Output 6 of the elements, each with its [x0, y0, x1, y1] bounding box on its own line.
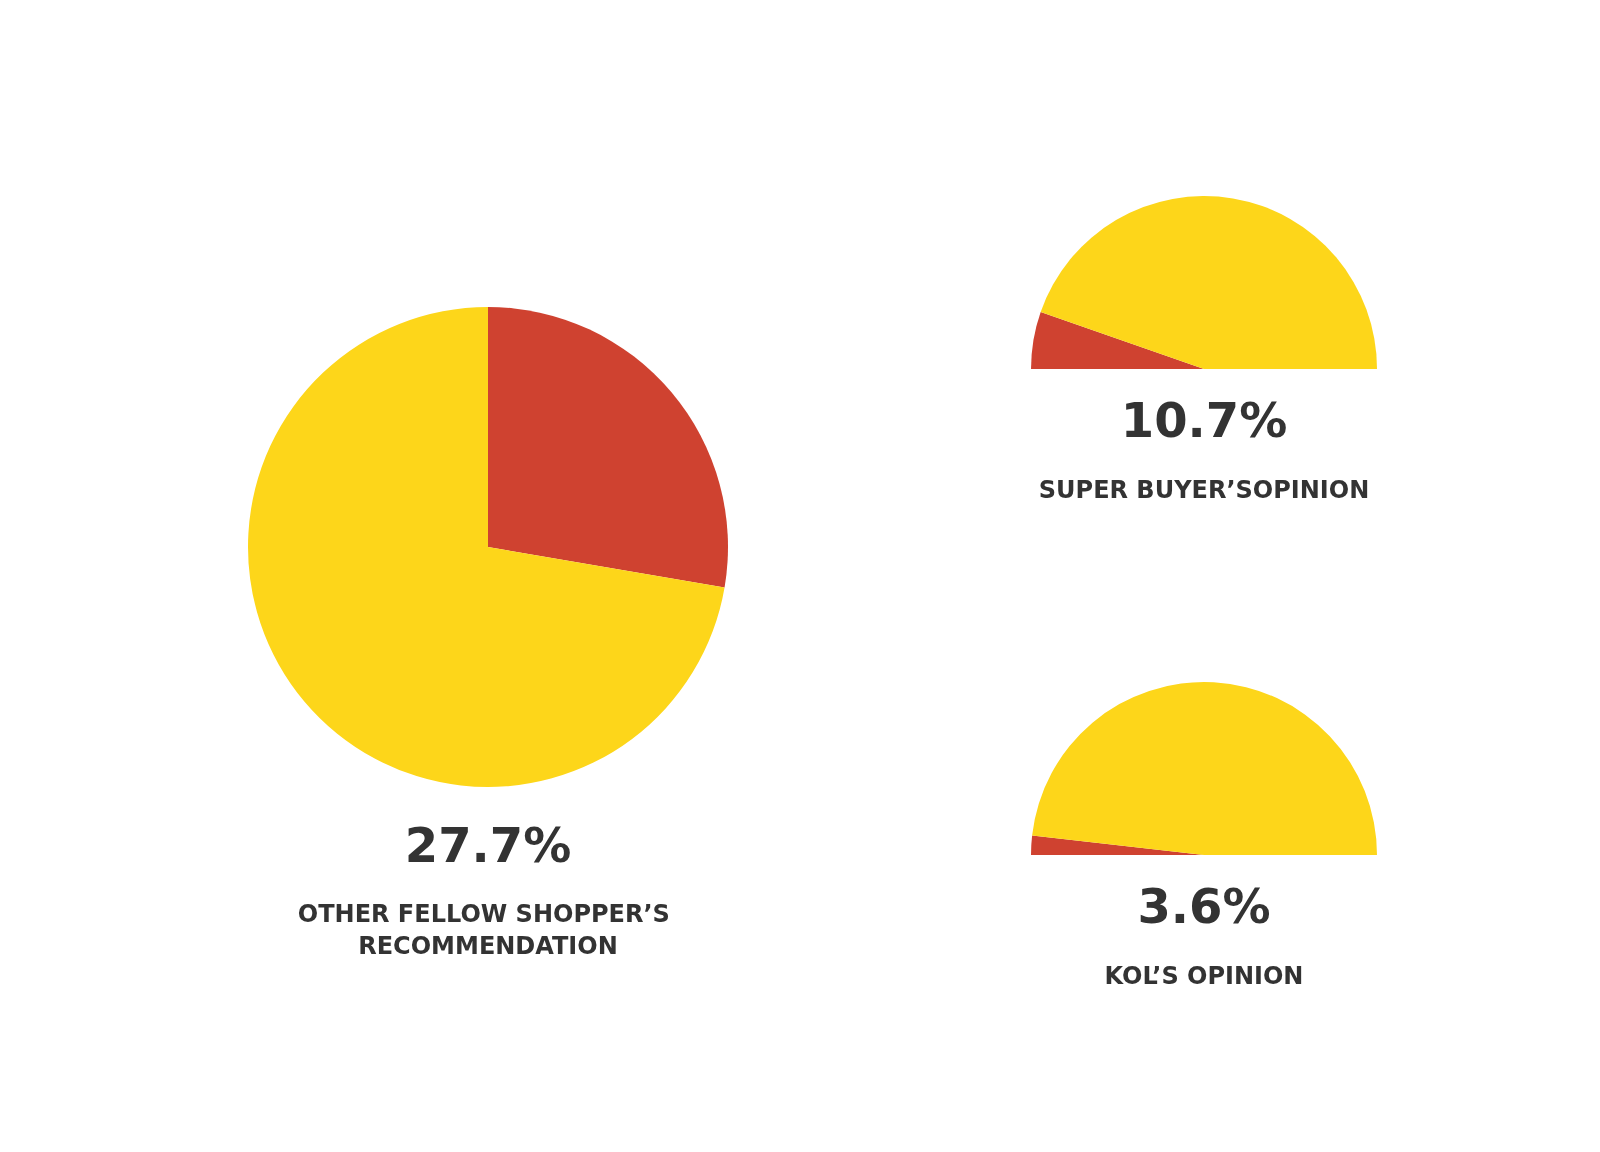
text: SUPER BUYER’SOPINION: [1038, 476, 1370, 504]
text: OTHER FELLOW SHOPPER’S RECOMMENDATION: [297, 900, 679, 960]
text: 10.7%: [1120, 392, 1288, 448]
text: KOL’S OPINION: [1104, 962, 1304, 990]
text: 3.6%: [1137, 878, 1271, 934]
text: 27.7%: [404, 817, 572, 873]
